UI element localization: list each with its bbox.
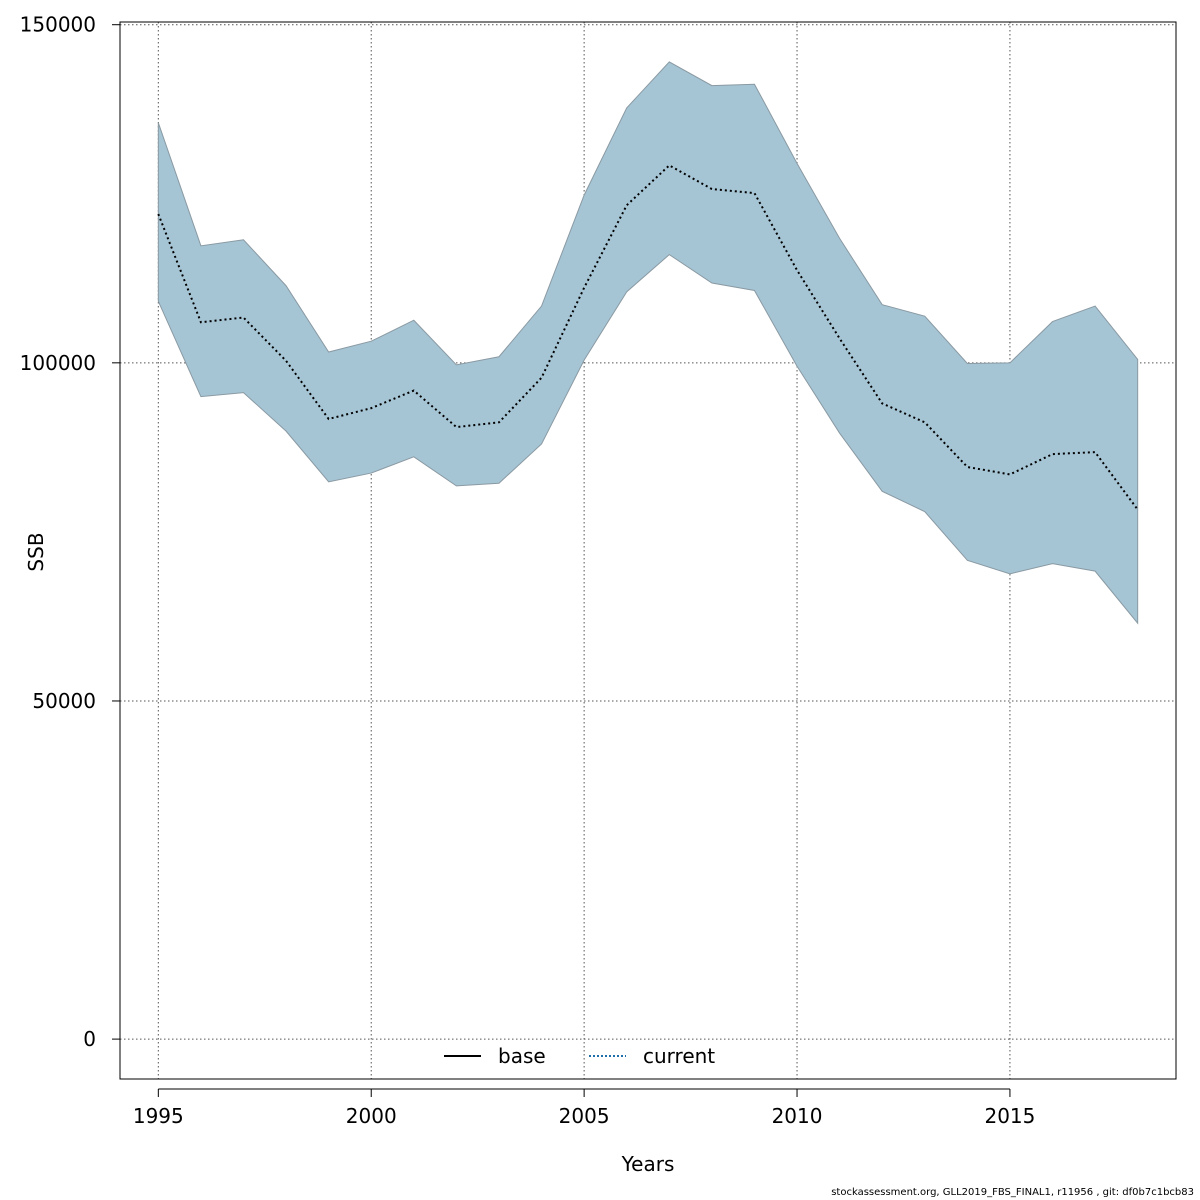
legend: base current bbox=[444, 1044, 715, 1068]
y-axis-title: SSB bbox=[24, 532, 48, 571]
x-axis: 1995 2000 2005 2010 2015 bbox=[133, 1088, 1035, 1128]
x-tick-label-2015: 2015 bbox=[984, 1104, 1035, 1128]
legend-label-current: current bbox=[643, 1044, 715, 1068]
series-lines bbox=[157, 164, 1139, 511]
y-tick-label-150000: 150000 bbox=[20, 13, 96, 37]
confidence-band bbox=[157, 61, 1139, 625]
footer-note: stockassessment.org, GLL2019_FBS_FINAL1,… bbox=[831, 1187, 1194, 1198]
x-axis-title: Years bbox=[621, 1152, 675, 1176]
plot-frame bbox=[119, 21, 1177, 1080]
confidence-band-current bbox=[157, 61, 1139, 625]
y-tick-label-50000: 50000 bbox=[32, 689, 96, 713]
x-tick-label-2010: 2010 bbox=[772, 1104, 823, 1128]
x-tick-label-2005: 2005 bbox=[559, 1104, 610, 1128]
x-tick-label-2000: 2000 bbox=[346, 1104, 397, 1128]
series-line-current bbox=[157, 164, 1139, 511]
y-tick-label-100000: 100000 bbox=[20, 351, 96, 375]
y-axis: 0 50000 100000 150000 bbox=[20, 13, 120, 1051]
y-tick-label-0: 0 bbox=[83, 1027, 96, 1051]
x-tick-label-1995: 1995 bbox=[133, 1104, 184, 1128]
legend-label-base: base bbox=[498, 1044, 546, 1068]
